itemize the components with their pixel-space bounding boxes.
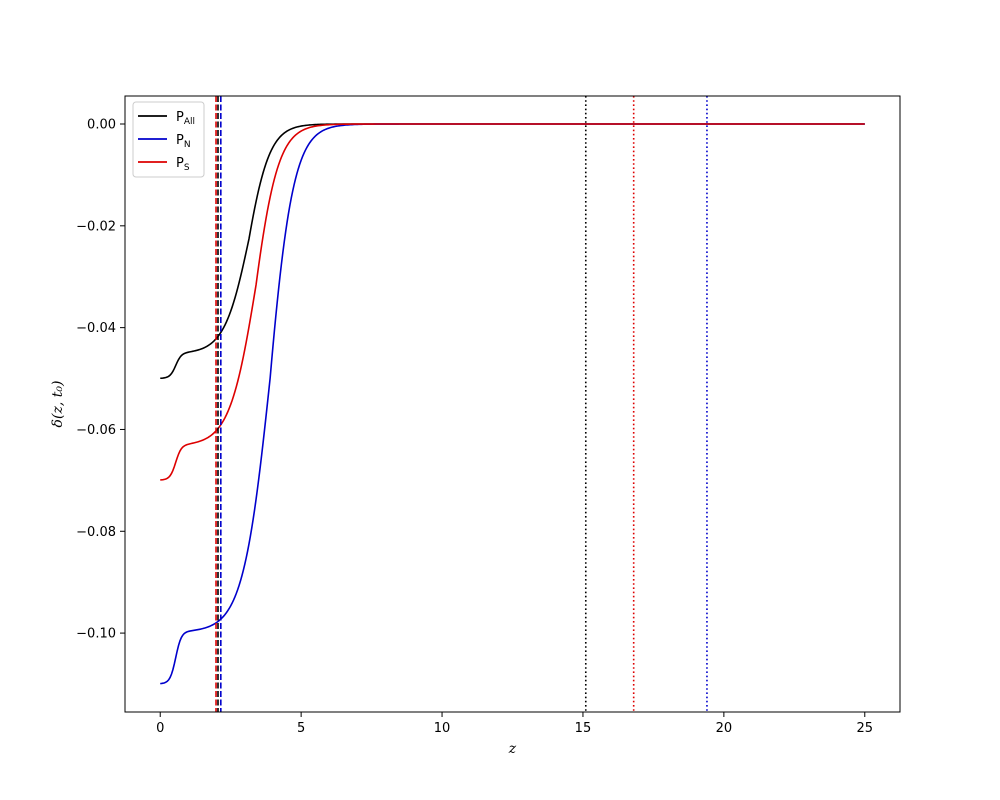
y-tick-label: −0.06 [76, 423, 116, 438]
x-tick-label: 0 [156, 721, 164, 736]
series-line-n [160, 123, 865, 685]
y-tick-label: −0.10 [76, 627, 116, 642]
series-line-s [160, 123, 865, 481]
y-tick-label: −0.08 [76, 525, 116, 540]
axes-frame [124, 95, 901, 713]
y-tick-label: 0.00 [87, 118, 116, 133]
plot-area [160, 96, 865, 712]
x-tick-label: 20 [716, 721, 733, 736]
series-line-all [160, 123, 865, 380]
x-tick-label: 25 [856, 721, 873, 736]
x-tick-label: 10 [434, 721, 451, 736]
x-tick-label: 5 [297, 721, 305, 736]
x-axis-label: z [508, 741, 517, 757]
x-tick-label: 15 [575, 721, 592, 736]
y-tick-label: −0.02 [76, 219, 116, 234]
legend-box [132, 101, 205, 178]
axes: 0 5 10 15 20 25 0.00 −0.02 −0.04 −0.06 −0.08 −0.10 z… [50, 95, 901, 757]
y-axis-label: δ(z, t₀) [50, 381, 66, 428]
y-tick-label: −0.04 [76, 321, 116, 336]
